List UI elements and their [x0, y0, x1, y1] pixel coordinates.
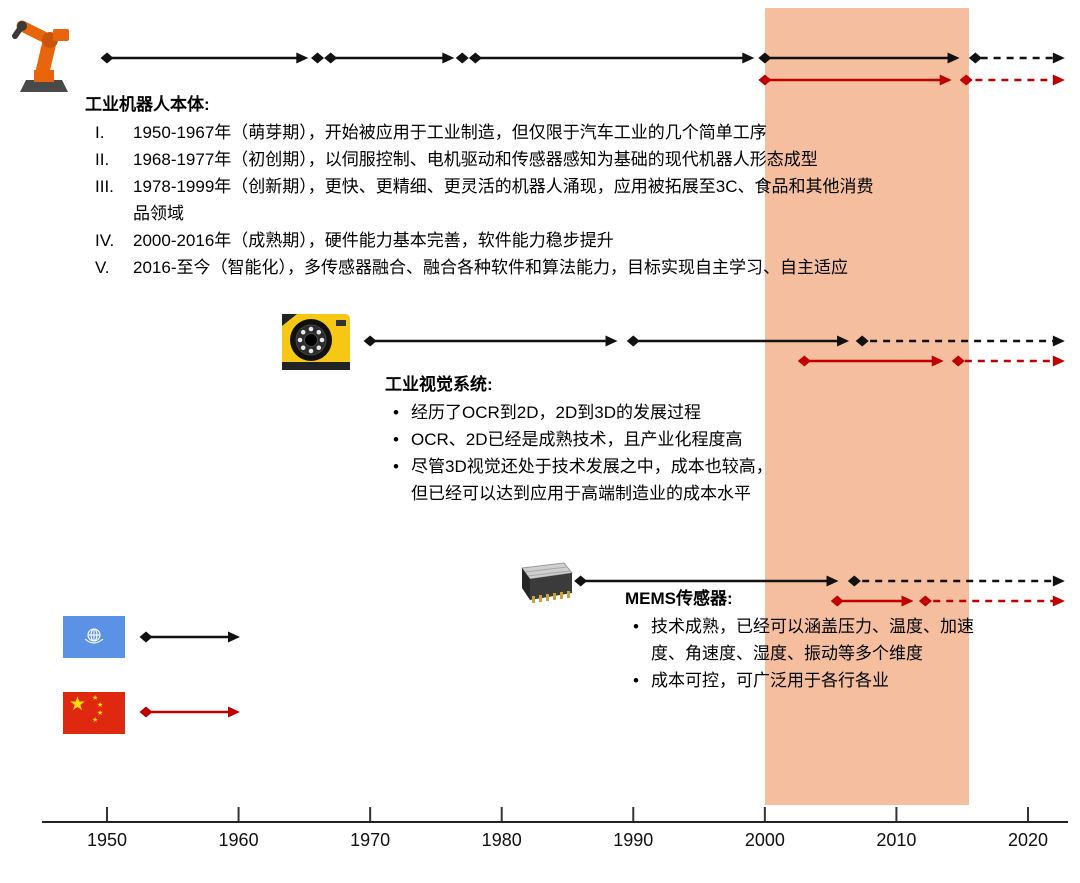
phase-text: 1968-1977年（初创期），以伺服控制、电机驱动和传感器感知为基础的现代机器…: [133, 150, 818, 169]
axis-year-label: 2000: [744, 830, 785, 850]
flag-star-icon: ★: [97, 702, 104, 709]
bullet-marker: •: [633, 671, 639, 690]
timeline-mems-china: [830, 595, 1065, 607]
year-axis: [42, 807, 1068, 823]
vision-bullet-item: • 尽管3D视觉还处于技术发展之中，成本也较高，但已经可以达到应用于高端制造业的…: [385, 453, 777, 507]
flag-star-icon: ★: [92, 717, 99, 724]
phase-text: 2016-至今（智能化），多传感器融合、融合各种软件和算法能力，目标实现自主学习…: [133, 258, 848, 277]
highlight-band-2000-2016: [764, 8, 969, 805]
mems-bullet-item: • 成本可控，可广泛用于各行各业: [625, 667, 983, 694]
robot-phase-item: I. 1950-1967年（萌芽期），开始被应用于工业制造，但仅限于汽车工业的几…: [85, 119, 875, 146]
flag-star-icon: ★: [69, 694, 87, 715]
axis-year-label: 1950: [86, 830, 128, 850]
timeline-vision-global: [363, 335, 1065, 347]
legend-global-arrow: [139, 631, 240, 643]
mems-bullet-item: • 技术成熟，已经可以涵盖压力、温度、加速度、角速度、湿度、振动等多个维度: [625, 613, 983, 667]
axis-year-label: 2010: [876, 830, 917, 850]
bullet-text: OCR、2D已经是成熟技术，且产业化程度高: [411, 430, 743, 449]
axis-year-label: 1960: [218, 830, 259, 850]
bullet-text: 尽管3D视觉还处于技术发展之中，成本也较高，但已经可以达到应用于高端制造业的成本…: [411, 457, 773, 503]
robot-phase-item: III. 1978-1999年（创新期），更快、更精细、更灵活的机器人涌现，应用…: [85, 173, 875, 227]
bullet-marker: •: [393, 457, 399, 476]
bullet-text: 成本可控，可广泛用于各行各业: [651, 671, 889, 690]
robot-section: 工业机器人本体: I. 1950-1967年（萌芽期），开始被应用于工业制造，但…: [85, 92, 875, 281]
phase-text: 1978-1999年（创新期），更快、更精细、更灵活的机器人涌现，应用被拓展至3…: [133, 177, 874, 223]
axis-year-label: 1980: [481, 830, 522, 850]
bullet-marker: •: [393, 430, 399, 449]
vision-bullet-item: • 经历了OCR到2D，2D到3D的发展过程: [385, 399, 777, 426]
vision-section-title: 工业视觉系统:: [385, 375, 493, 394]
vision-bullet-item: • OCR、2D已经是成熟技术，且产业化程度高: [385, 426, 777, 453]
bullet-marker: •: [393, 403, 399, 422]
bullet-text: 技术成熟，已经可以涵盖压力、温度、加速度、角速度、湿度、振动等多个维度: [651, 617, 974, 663]
axis-year-label: 2020: [1007, 830, 1049, 850]
flag-star-icon: ★: [97, 710, 104, 717]
un-flag-icon: [63, 616, 125, 658]
flag-star-icon: ★: [92, 695, 99, 702]
mems-section-title: MEMS传感器:: [625, 589, 733, 608]
robot-section-title: 工业机器人本体:: [85, 95, 210, 114]
robot-phase-item: V. 2016-至今（智能化），多传感器融合、融合各种软件和算法能力，目标实现自…: [85, 254, 875, 281]
bullet-text: 经历了OCR到2D，2D到3D的发展过程: [411, 403, 701, 422]
phase-text: 2000-2016年（成熟期），硬件能力基本完善，软件能力稳步提升: [133, 231, 614, 250]
legend-china-arrow: [139, 706, 240, 718]
axis-year-label: 1970: [350, 830, 391, 850]
bullet-marker: •: [633, 617, 639, 636]
mems-section: MEMS传感器: • 技术成熟，已经可以涵盖压力、温度、加速度、角速度、湿度、振…: [625, 586, 983, 694]
phase-marker: I.: [95, 123, 105, 142]
axis-year-label: 1990: [613, 830, 654, 850]
robot-phase-item: IV. 2000-2016年（成熟期），硬件能力基本完善，软件能力稳步提升: [85, 227, 875, 254]
timeline-mems-global: [574, 575, 1065, 587]
timeline-robot-china: [758, 74, 1065, 86]
phase-text: 1950-1967年（萌芽期），开始被应用于工业制造，但仅限于汽车工业的几个简单…: [133, 123, 767, 142]
vision-camera-image: [281, 310, 351, 379]
phase-marker: III.: [95, 177, 114, 196]
vision-section: 工业视觉系统: • 经历了OCR到2D，2D到3D的发展过程 • OCR、2D已…: [385, 372, 777, 507]
industrial-robot-image: [6, 6, 84, 99]
phase-marker: II.: [95, 150, 110, 169]
axis-labels: 1950 1960 1970 1980 1990 2000 2010 2020: [0, 830, 1080, 856]
mems-sensor-image: [512, 560, 574, 613]
phase-marker: IV.: [95, 231, 115, 250]
phase-marker: V.: [95, 258, 110, 277]
timeline-vision-china: [797, 355, 1065, 367]
china-flag-icon: ★ ★ ★ ★ ★: [63, 692, 125, 734]
timeline-robot-global: [100, 52, 1065, 64]
robot-phase-item: II. 1968-1977年（初创期），以伺服控制、电机驱动和传感器感知为基础的…: [85, 146, 875, 173]
